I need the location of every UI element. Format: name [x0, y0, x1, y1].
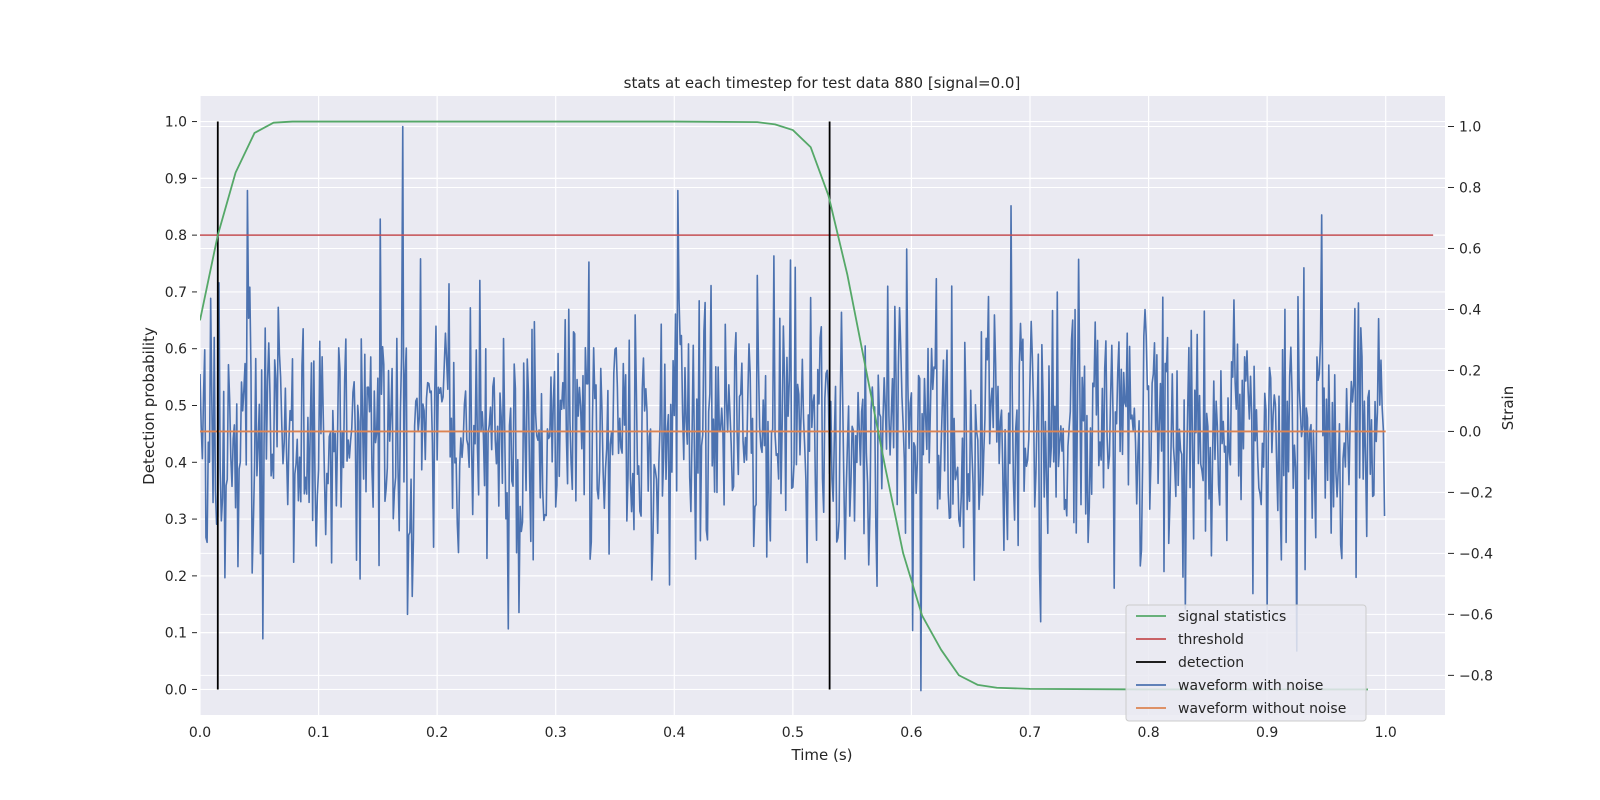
y-left-tick-label: 0.7	[165, 285, 187, 301]
y-right-tick-label: 0.0	[1459, 424, 1481, 440]
y-right-tick-label: −0.8	[1459, 668, 1493, 684]
y-axis-label-right: Strain	[1499, 386, 1517, 430]
legend-label: signal statistics	[1178, 609, 1286, 625]
x-tick-label: 0.1	[307, 725, 329, 741]
chart-title: stats at each timestep for test data 880…	[624, 74, 1021, 92]
x-tick-label: 1.0	[1375, 725, 1397, 741]
x-tick-label: 0.6	[900, 725, 922, 741]
legend-label: threshold	[1178, 632, 1244, 648]
x-axis-label: Time (s)	[791, 746, 853, 764]
y-left-tick-label: 0.9	[165, 171, 187, 187]
y-right-tick-label: 0.6	[1459, 241, 1481, 257]
axis-ticks: 0.0 0.1 0.2 0.3 0.4 0.5 0.6 0.7 0.8 0.9 1.0 0.0 0.1 0…	[165, 115, 1493, 741]
legend-box	[1125, 604, 1367, 722]
y-axis-label-left: Detection probability	[140, 327, 158, 485]
y-left-tick-label: 0.3	[165, 512, 187, 528]
series-waveform-with-noise	[200, 125, 1386, 692]
x-tick-label: 0.4	[663, 725, 685, 741]
legend-label: waveform with noise	[1178, 678, 1323, 694]
x-tick-label: 0.5	[782, 725, 804, 741]
y-right-tick-label: −0.6	[1459, 607, 1493, 623]
legend-label: detection	[1178, 655, 1244, 671]
x-tick-label: 0.3	[545, 725, 567, 741]
y-left-tick-label: 0.2	[165, 569, 187, 585]
x-tick-label: 0.8	[1137, 725, 1159, 741]
y-right-tick-label: 1.0	[1459, 119, 1481, 135]
y-right-tick-label: 0.4	[1459, 302, 1481, 318]
series-signal-statistics	[200, 120, 1368, 691]
y-left-tick-label: 1.0	[165, 115, 187, 131]
y-right-tick-label: −0.4	[1459, 546, 1493, 562]
y-left-tick-label: 0.4	[165, 455, 187, 471]
x-tick-label: 0.9	[1256, 725, 1278, 741]
y-right-tick-label: −0.2	[1459, 485, 1493, 501]
y-right-tick-label: 0.8	[1459, 180, 1481, 196]
x-tick-label: 0.2	[426, 725, 448, 741]
y-left-tick-label: 0.6	[165, 342, 187, 358]
y-right-tick-label: 0.2	[1459, 363, 1481, 379]
y-left-tick-label: 0.8	[165, 228, 187, 244]
y-left-tick-label: 0.0	[165, 682, 187, 698]
series-layer	[200, 120, 1434, 692]
x-tick-label: 0.0	[189, 725, 211, 741]
x-tick-label: 0.7	[1019, 725, 1041, 741]
y-left-tick-label: 0.5	[165, 399, 187, 415]
legend-label: waveform without noise	[1178, 701, 1346, 717]
y-left-tick-label: 0.1	[165, 626, 187, 642]
legend: signal statistics threshold detection wavef…	[1125, 604, 1367, 722]
